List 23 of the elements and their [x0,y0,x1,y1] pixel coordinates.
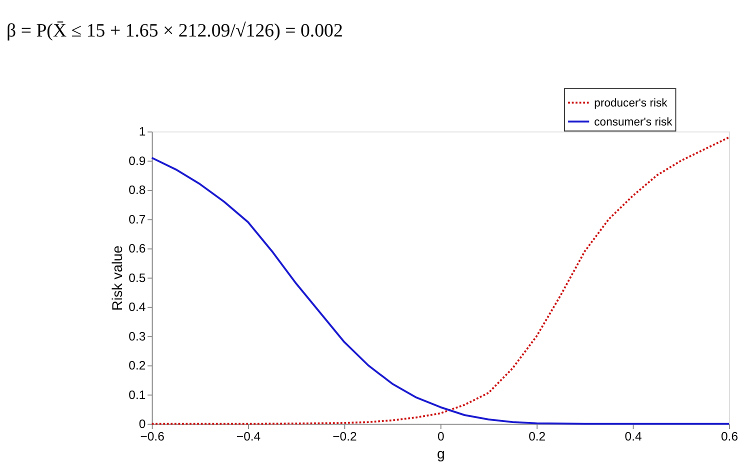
x-tick-label: 0.2 [528,429,546,444]
x-tick-label: −0.6 [140,429,165,444]
x-tick-label: 0.6 [720,429,738,444]
y-tick-label: 0.4 [128,300,146,314]
x-tick-label: −0.4 [236,429,261,444]
y-tick-label: 0.9 [128,154,146,168]
y-tick-label: 0 [138,417,146,432]
text: β = P(X̄ ≤ 15 + 1.65 × 212.09/√126) = 0.002 [6,20,343,42]
y-tick-label: 0.8 [128,183,146,198]
legend-label: consumer's risk [594,116,673,128]
y-tick-label: 0.6 [128,242,146,256]
y-tick-label: 0.2 [128,358,146,373]
x-tick-label: −0.2 [332,429,357,444]
legend-label: producer's risk [594,97,668,110]
y-tick-label: 0.7 [128,212,146,226]
x-axis-title: g [436,445,445,462]
x-tick-label: 0 [437,429,444,444]
x-tick-label: 0.4 [624,429,642,444]
y-axis-title: Risk value [109,245,126,311]
y-tick-label: 0.5 [128,270,146,285]
y-tick-label: 0.3 [128,329,146,344]
y-tick-label: 0.1 [128,388,146,402]
y-tick-label: 1 [138,124,146,139]
